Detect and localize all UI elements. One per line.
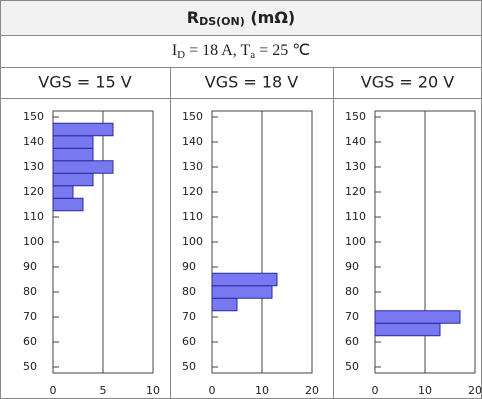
bar <box>374 310 461 324</box>
condition: ID = 18 A, Ta = 25 ℃ <box>172 42 310 61</box>
cond-sub: a <box>250 49 255 61</box>
y-tick-label: 60 <box>182 335 196 348</box>
y-tick-label: 100 <box>23 235 44 248</box>
bar <box>52 172 94 187</box>
title-bg <box>1 1 481 35</box>
title-sub: DS(ON) <box>199 15 245 28</box>
x-tick-label: 0 <box>209 384 216 397</box>
y-tick-label: 110 <box>23 210 44 223</box>
chart-title: VGS = 18 V <box>205 73 299 92</box>
y-tick-label: 100 <box>345 235 366 248</box>
y-tick-label: 120 <box>345 185 366 198</box>
bar <box>52 135 94 149</box>
y-tick-label: 130 <box>182 160 203 173</box>
y-tick-label: 120 <box>23 185 44 198</box>
y-tick-label: 70 <box>23 310 37 323</box>
y-tick-label: 150 <box>23 110 44 123</box>
y-tick-label: 50 <box>23 360 37 373</box>
y-tick-label: 50 <box>182 360 196 373</box>
y-tick-label: 90 <box>182 260 196 273</box>
bar <box>211 285 273 299</box>
x-tick-label: 20 <box>468 384 482 397</box>
x-tick-label: 10 <box>146 384 160 397</box>
y-tick-label: 150 <box>182 110 203 123</box>
x-tick-label: 5 <box>100 384 107 397</box>
bar <box>52 122 114 137</box>
y-tick-label: 140 <box>182 135 203 148</box>
y-tick-label: 50 <box>345 360 359 373</box>
x-tick-label: 20 <box>305 384 319 397</box>
bar <box>52 147 94 162</box>
y-tick-label: 130 <box>23 160 44 173</box>
cond-sub: D <box>177 49 185 61</box>
bar <box>211 272 278 287</box>
x-tick-label: 0 <box>50 384 57 397</box>
x-tick-label: 10 <box>255 384 269 397</box>
table-title: RDS(ON) (mΩ) <box>187 8 295 29</box>
y-tick-label: 110 <box>345 210 366 223</box>
y-tick-label: 140 <box>345 135 366 148</box>
y-tick-label: 60 <box>23 335 37 348</box>
y-tick-label: 70 <box>345 310 359 323</box>
y-tick-label: 90 <box>23 260 37 273</box>
cond-part: = 18 A, T <box>185 42 250 59</box>
bar <box>52 160 114 174</box>
cond-part: = 25 ℃ <box>255 42 310 59</box>
bar <box>52 197 84 212</box>
chart-title: VGS = 15 V <box>38 73 132 92</box>
title-part: (mΩ) <box>245 8 295 27</box>
y-tick-label: 100 <box>182 235 203 248</box>
y-tick-label: 120 <box>182 185 203 198</box>
y-tick-label: 80 <box>23 285 37 298</box>
y-tick-label: 80 <box>345 285 359 298</box>
y-tick-label: 110 <box>182 210 203 223</box>
bar <box>211 297 238 312</box>
y-tick-label: 130 <box>345 160 366 173</box>
chart-title: VGS = 20 V <box>361 73 455 92</box>
y-tick-label: 90 <box>345 260 359 273</box>
title-part: R <box>187 8 199 27</box>
y-tick-label: 150 <box>345 110 366 123</box>
y-tick-label: 60 <box>345 335 359 348</box>
y-tick-label: 70 <box>182 310 196 323</box>
x-tick-label: 0 <box>372 384 379 397</box>
bar <box>52 185 74 199</box>
y-tick-label: 80 <box>182 285 196 298</box>
bar <box>374 322 441 337</box>
y-tick-label: 140 <box>23 135 44 148</box>
cond-part: I <box>172 42 177 59</box>
x-tick-label: 10 <box>418 384 432 397</box>
